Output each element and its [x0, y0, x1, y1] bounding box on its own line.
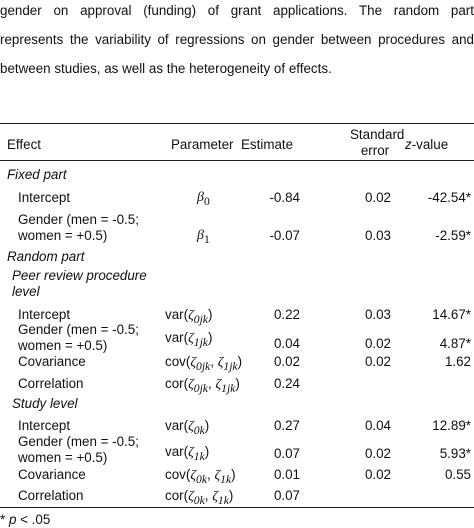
estimate-cell: 0.22 [273, 307, 300, 322]
intro-line-3: between studies, as well as the heteroge… [0, 61, 332, 76]
se-cell: 0.04 [364, 418, 391, 433]
estimate-cell: -0.07 [269, 228, 300, 243]
header-se-line1: Standard [350, 127, 405, 142]
subsection-study-level: Study level [12, 396, 78, 411]
row-effect-gender-l2: women = +0.5) [18, 228, 108, 243]
param-cov-z0jk-z1jk: cov(ζ0jk, ζ1jk) [165, 354, 243, 373]
se-cell: 0.03 [364, 307, 391, 322]
header-effect: Effect [7, 137, 41, 152]
se-cell: 0.02 [364, 446, 391, 461]
row-effect-gender-l2: women = +0.5) [18, 338, 108, 353]
z-cell: 4.87* [439, 336, 471, 351]
row-effect-gender-l1: Gender (men = -0.5; [18, 434, 139, 449]
z-cell: 14.67* [432, 307, 471, 322]
estimate-cell: -0.84 [269, 190, 300, 205]
table-header-rule [0, 160, 474, 161]
z-cell: -42.54* [427, 190, 471, 205]
estimate-cell: 0.02 [273, 354, 300, 369]
subsection-peer-review-l2: level [12, 284, 40, 299]
table-top-rule [0, 123, 474, 124]
se-cell: 0.03 [364, 228, 391, 243]
row-effect-covariance: Covariance [18, 467, 86, 482]
row-effect-intercept: Intercept [18, 307, 71, 322]
param-var-z1k: var(ζ1k) [165, 444, 210, 463]
subsection-peer-review-l1: Peer review procedure [12, 268, 147, 283]
param-var-z1jk: var(ζ1jk) [165, 330, 213, 349]
section-random-part: Random part [7, 249, 85, 264]
param-cov-z0k-z1k: cov(ζ0k, ζ1k) [165, 467, 236, 486]
se-cell: 0.02 [364, 336, 391, 351]
row-effect-gender-l1: Gender (men = -0.5; [18, 212, 139, 227]
param-var-z0k: var(ζ0k) [165, 418, 210, 437]
footnote-significance: * p < .05 [0, 512, 51, 527]
estimate-cell: 0.27 [273, 418, 300, 433]
estimate-cell: 0.07 [273, 446, 300, 461]
intro-line-2: represents the variability of regression… [0, 32, 474, 47]
param-cor-z0jk-z1jk: cor(ζ0jk, ζ1jk) [165, 376, 240, 395]
se-cell: 0.02 [364, 190, 391, 205]
row-effect-intercept: Intercept [18, 418, 71, 433]
estimate-cell: 0.01 [273, 467, 300, 482]
row-effect-covariance: Covariance [18, 354, 86, 369]
estimate-cell: 0.07 [273, 488, 300, 503]
header-se-line2: error [360, 143, 390, 158]
se-cell: 0.02 [364, 354, 391, 369]
z-cell: 12.89* [432, 418, 471, 433]
estimate-cell: 0.04 [273, 336, 300, 351]
estimate-cell: 0.24 [273, 376, 300, 391]
section-fixed-part: Fixed part [7, 167, 67, 182]
z-cell: 5.93* [439, 446, 471, 461]
table-bottom-rule [0, 507, 474, 508]
param-var-z0jk: var(ζ0jk) [165, 307, 213, 326]
header-parameter: Parameter [171, 137, 234, 152]
param-cor-z0k-z1k: cor(ζ0k, ζ1k) [165, 488, 234, 507]
z-cell: 0.55 [444, 467, 471, 482]
se-cell: 0.02 [364, 467, 391, 482]
z-cell: 1.62 [444, 354, 471, 369]
row-effect-correlation: Correlation [18, 376, 84, 391]
z-cell: -2.59* [435, 228, 471, 243]
row-effect-correlation: Correlation [18, 488, 84, 503]
param-beta0: β0 [197, 190, 210, 208]
param-beta1: β1 [197, 228, 210, 246]
row-effect-gender-l2: women = +0.5) [18, 450, 108, 465]
row-effect-gender-l1: Gender (men = -0.5; [18, 322, 139, 337]
header-estimate: Estimate [241, 137, 294, 152]
intro-line-1: gender on approval (funding) of grant ap… [0, 3, 474, 18]
row-effect-intercept: Intercept [18, 190, 71, 205]
header-z-value: z-value [405, 137, 449, 152]
